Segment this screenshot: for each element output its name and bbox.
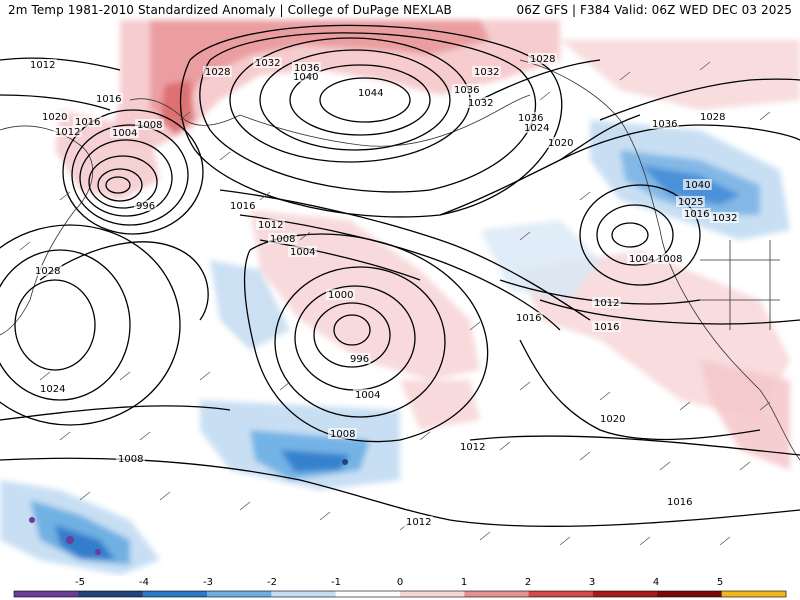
isobar-label: 1036 (652, 119, 677, 130)
colorbar-segment (207, 591, 272, 597)
extreme-cold-spots (29, 459, 348, 555)
warm-anomaly-hawaii (400, 380, 480, 430)
isobar-label: 996 (136, 201, 155, 212)
isobar-label: 1028 (700, 112, 725, 123)
colorbar-segment (400, 591, 465, 597)
colorbar-segment (14, 591, 79, 597)
isobar-label: 1028 (35, 266, 60, 277)
isobar-label: 1016 (594, 322, 619, 333)
colorbar-tick-label: -4 (139, 577, 149, 588)
isobar-label: 1016 (75, 117, 100, 128)
isobar-label: 1032 (712, 213, 737, 224)
isobar-label: 1020 (42, 112, 67, 123)
isobar-label: 1012 (460, 442, 485, 453)
isobar-label: 1004 (290, 247, 315, 258)
isobar-label: 1004 (629, 254, 654, 265)
isobar-label: 1008 (270, 234, 295, 245)
isobar-label: 1040 (293, 72, 318, 83)
isobar-label: 1036 (518, 113, 543, 124)
cool-anomaly-east (480, 220, 600, 300)
colorbar-segment (657, 591, 723, 597)
colorbar-tick-label: -1 (331, 577, 341, 588)
isobar-label: 996 (350, 354, 369, 365)
colorbar-segment (593, 591, 658, 597)
isobar-label: 1012 (55, 127, 80, 138)
isobar-label: 1024 (524, 123, 549, 134)
isobar-label: 1004 (355, 390, 380, 401)
colorbar-segment (721, 591, 787, 597)
colorbar-tick-label: 4 (653, 577, 659, 588)
isobar-label: 1012 (594, 298, 619, 309)
isobar-label: 1020 (600, 414, 625, 425)
isobar-label: 1028 (530, 54, 555, 65)
isobar-label: 1016 (684, 209, 709, 220)
isobar-label: 1016 (230, 201, 255, 212)
colorbar-segment (464, 591, 530, 597)
isobar-label: 1020 (548, 138, 573, 149)
isobar-label: 1016 (96, 94, 121, 105)
colorbar-tick-label: 0 (397, 577, 403, 588)
isobar-label: 1004 (112, 128, 137, 139)
wind-barbs (19, 61, 771, 546)
warm-anomaly-alaska (560, 40, 800, 110)
isobar-label: 1028 (205, 67, 230, 78)
isobar-label: 1032 (255, 58, 280, 69)
isobar-label: 1044 (358, 88, 383, 99)
isobar-label: 1032 (468, 98, 493, 109)
colorbar-tick-label: 1 (461, 577, 467, 588)
colorbar-segment (528, 591, 594, 597)
isobar-label: 1040 (685, 180, 710, 191)
isobar-label: 1008 (330, 429, 355, 440)
isobar-label: 1016 (667, 497, 692, 508)
colorbar-tick-label: -2 (267, 577, 277, 588)
colorbar: -5 -4 -3 -2 -1 0 1 2 3 4 5 (0, 576, 800, 600)
colorbar-tick-label: -5 (75, 577, 85, 588)
isobar-label: 1032 (474, 67, 499, 78)
isobar-label: 1008 (118, 454, 143, 465)
isobar-label: 1024 (40, 384, 65, 395)
isobar-label: 1036 (294, 63, 319, 74)
isobar-label: 1036 (454, 85, 479, 96)
isobar-label: 1012 (30, 60, 55, 71)
cool-anomaly-tropics-strong (280, 450, 350, 472)
colorbar-segment (78, 591, 144, 597)
map-title: 2m Temp 1981-2010 Standardized Anomaly |… (8, 3, 452, 17)
isobar-label: 1016 (516, 313, 541, 324)
isobar-label: 1008 (137, 120, 162, 131)
colorbar-segment (335, 591, 401, 597)
colorbar-tick-label: 5 (717, 577, 723, 588)
isobar-label: 1012 (406, 517, 431, 528)
colorbar-segment (142, 591, 208, 597)
isobar-label: 1008 (657, 254, 682, 265)
cool-anomaly-midwest (210, 260, 290, 350)
colorbar-tick-label: 2 (525, 577, 531, 588)
isobar-label: 1012 (258, 220, 283, 231)
isobar-label: 1025 (678, 197, 703, 208)
model-run-info: 06Z GFS | F384 Valid: 06Z WED DEC 03 202… (516, 3, 792, 17)
colorbar-tick-label: 3 (589, 577, 595, 588)
isobar-label: 1000 (328, 290, 353, 301)
warm-anomaly-mexico (700, 360, 790, 470)
colorbar-tick-label: -3 (203, 577, 213, 588)
colorbar-segment (271, 591, 337, 597)
isobars (0, 24, 800, 527)
